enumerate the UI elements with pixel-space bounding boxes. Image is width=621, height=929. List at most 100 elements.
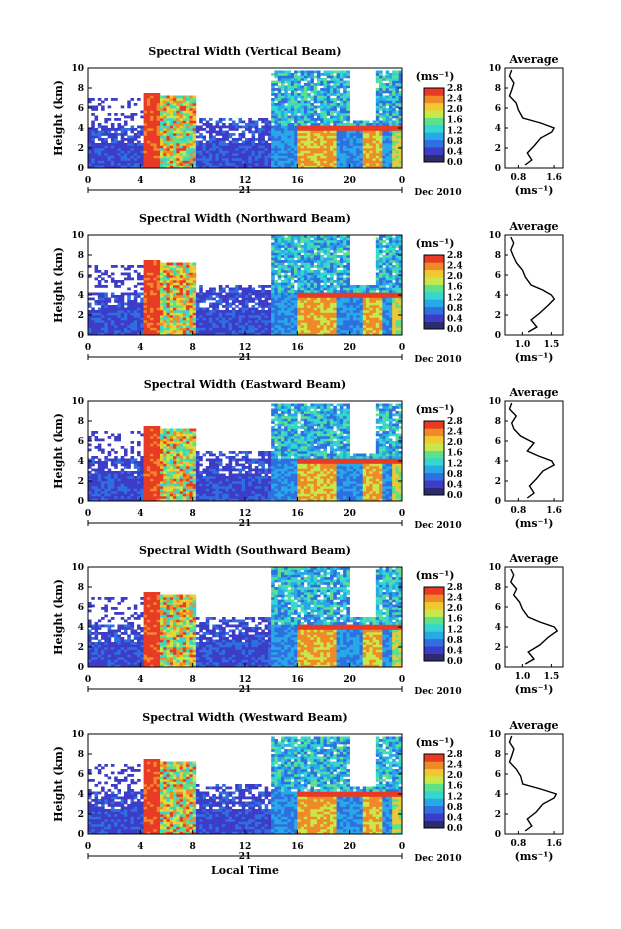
heat-cell [267, 330, 272, 333]
heat-cell [202, 310, 207, 313]
heat-cell [290, 135, 295, 139]
heat-cell [218, 295, 223, 298]
heat-cell [215, 322, 220, 326]
heat-cell [336, 98, 341, 101]
heat-cell [333, 240, 337, 243]
heat-cell [133, 312, 138, 316]
heat-cell [156, 140, 161, 144]
heat-cell [231, 165, 236, 169]
heat-cell [326, 297, 331, 301]
heat-cell [153, 275, 157, 278]
heat-cell [339, 143, 344, 146]
heat-cell [110, 295, 115, 298]
heat-cell [339, 330, 344, 333]
heat-cell [202, 138, 207, 141]
heat-cell [143, 332, 148, 336]
heat-cell [218, 150, 223, 154]
heat-cell [316, 320, 321, 323]
heat-cell [392, 78, 396, 81]
heat-cell [186, 275, 190, 278]
heat-cell [287, 100, 292, 104]
heat-cell [274, 75, 279, 79]
heat-cell [346, 297, 350, 301]
heat-cell [94, 312, 99, 316]
y-tick-label: 4 [78, 124, 84, 134]
heat-cell [137, 277, 141, 281]
heat-cell [339, 235, 344, 238]
heat-cell [186, 295, 190, 298]
heat-cell [307, 95, 311, 99]
heat-cell [159, 155, 164, 159]
heat-cell [123, 153, 128, 156]
heat-cell [326, 165, 331, 169]
heat-cell [209, 123, 213, 126]
heat-cell [137, 315, 141, 318]
heat-cell [123, 267, 128, 271]
heat-cell [313, 70, 318, 74]
heat-cell [225, 160, 229, 164]
heat-cell [346, 98, 350, 101]
heat-cell [310, 155, 314, 159]
heat-cell [346, 110, 350, 114]
heat-cell [143, 270, 148, 273]
heat-cell [153, 322, 157, 326]
heat-cell [120, 330, 125, 333]
heat-cell [91, 105, 95, 109]
heat-cell [114, 135, 118, 139]
heat-cell [143, 133, 148, 136]
heat-cell [320, 88, 324, 91]
heat-cell [274, 312, 279, 316]
heat-cell [287, 307, 292, 311]
heat-cell [333, 100, 337, 104]
heat-cell [179, 300, 184, 303]
heat-cell [248, 322, 252, 326]
heat-cell [245, 320, 249, 323]
heat-cell [307, 257, 311, 261]
heat-cell [199, 322, 203, 326]
heat-cell [330, 257, 334, 261]
heat-cell [385, 143, 390, 146]
heat-cell [274, 163, 279, 166]
heat-cell [316, 73, 321, 76]
colorbar-tick-label: 1.6 [447, 116, 463, 126]
heat-cell [225, 295, 229, 298]
heat-cell [218, 330, 223, 333]
heat-cell [159, 138, 164, 141]
heat-cell [159, 95, 164, 99]
heat-cell [290, 277, 295, 281]
heat-cell [300, 275, 305, 278]
heat-cell [382, 287, 386, 291]
heat-cell [307, 302, 311, 306]
heat-cell [294, 105, 298, 109]
heat-cell [88, 155, 92, 159]
heat-cell [303, 292, 308, 296]
heat-cell [91, 310, 95, 313]
heat-cell [320, 105, 324, 109]
heat-cell [313, 295, 318, 298]
heat-cell [173, 302, 177, 306]
heat-cell [150, 267, 154, 271]
heat-cell [117, 123, 122, 126]
heat-cell [146, 317, 151, 321]
heat-cell [303, 297, 308, 301]
heat-cell [88, 275, 92, 278]
heat-cell [215, 320, 220, 323]
heat-cell [287, 125, 292, 129]
heat-cell [231, 150, 236, 154]
heat-cell [104, 128, 108, 131]
x-tick-label: 0 [399, 176, 405, 186]
heat-cell [375, 125, 380, 129]
heat-cell [346, 277, 350, 281]
heat-cell [336, 150, 341, 154]
heat-cell [261, 128, 265, 131]
heat-cell [290, 118, 295, 121]
heat-cell [303, 120, 308, 124]
heat-cell [287, 95, 292, 99]
heat-cell [320, 83, 324, 86]
heat-cell [369, 330, 373, 333]
heat-cell [388, 73, 393, 76]
heat-cell [114, 305, 118, 308]
heat-cell [352, 150, 357, 154]
heat-cell [150, 260, 154, 263]
heat-cell [300, 160, 305, 164]
